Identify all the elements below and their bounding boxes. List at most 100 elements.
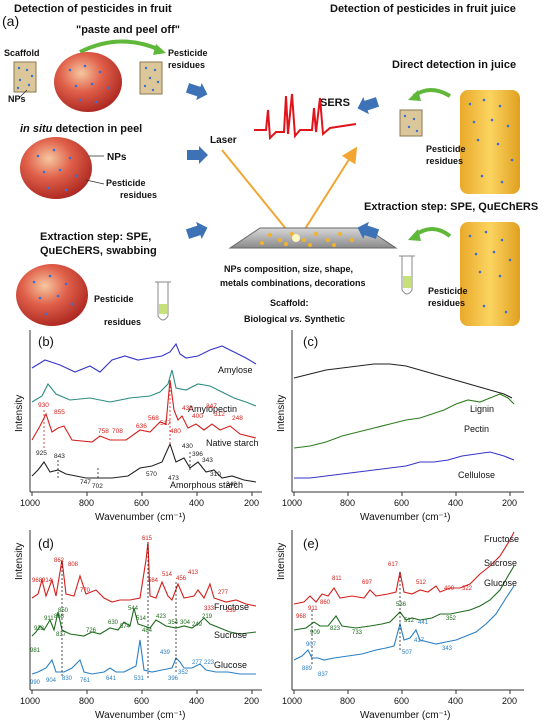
d-peak-914: 914	[42, 578, 53, 584]
laser-label: Laser	[210, 135, 237, 146]
extraction-left-2: QuEChERS, swabbing	[40, 245, 157, 257]
panel-b-xtick-800: 800	[79, 498, 94, 508]
d-peak-968: 968	[32, 578, 43, 584]
panel-e-ticks	[293, 690, 511, 694]
d-peak-761: 761	[80, 678, 91, 684]
juice-bottle-1	[460, 90, 520, 194]
residues-label-5: residues	[428, 298, 465, 308]
e-peak-968: 968	[296, 614, 307, 620]
fructose-curve-d	[31, 541, 257, 607]
panel-a: (a) Detection of pesticides in fruit Det…	[2, 3, 538, 327]
pesticide-label-5: Pesticide	[428, 286, 468, 296]
d-peak-990: 990	[30, 680, 41, 686]
scaffold-right-dots	[403, 114, 419, 133]
e-peak-512: 512	[416, 580, 427, 586]
green-arrowhead-1	[153, 44, 166, 55]
peeled-dots	[143, 66, 160, 92]
e-peak-512b: 512	[404, 618, 415, 624]
d-peak-239: 239	[226, 608, 237, 614]
amylopectin-label: Amylopectin	[188, 404, 237, 414]
pesticide-pointer-2	[85, 179, 105, 185]
d-peak-868: 868	[54, 614, 65, 620]
panel-e-peaks-glucose: 907 889 837 507 441 417 343	[302, 620, 453, 678]
peak-312: 312	[214, 411, 225, 418]
d-peak-531: 531	[134, 676, 145, 682]
apple-2	[20, 137, 92, 199]
panel-b-dashes	[43, 382, 191, 480]
lignin-label: Lignin	[470, 404, 494, 414]
e-peak-441: 441	[418, 620, 429, 626]
green-curved-arrow-1	[79, 39, 161, 54]
panel-c-xlabel: Wavenumber (cm⁻¹)	[360, 512, 450, 523]
sers-label: SERS	[320, 97, 350, 109]
d-peak-249: 249	[192, 622, 203, 628]
panel-d-xlabel: Wavenumber (cm⁻¹)	[95, 710, 185, 721]
panel-c: (c) 1000 800 600 400 200 Wavenumber (cm⁻…	[276, 330, 524, 523]
sucrose-label-e: Sucrose	[484, 558, 517, 568]
panel-e-ylabel: Intensity	[276, 543, 287, 580]
e-peak-889: 889	[302, 666, 313, 672]
e-peak-343: 343	[442, 646, 453, 652]
scaffold-title: Scaffold:	[270, 298, 309, 308]
panel-b-peak-labels-native: 930 855 758 708 636 568 517 480 430 400 …	[38, 402, 243, 435]
fructose-curve-e	[293, 531, 515, 605]
pesticide-label-3: Pesticide	[94, 294, 134, 304]
nps-label-left: NPs	[8, 94, 26, 104]
d-peak-544: 544	[128, 606, 139, 612]
e-peak-860: 860	[320, 600, 331, 606]
cellulose-label: Cellulose	[458, 470, 495, 480]
in-situ-label: in situ detection in peel	[20, 123, 142, 135]
sers-spectrum	[254, 93, 357, 141]
paste-peel-text: "paste and peel off"	[76, 24, 180, 36]
panel-d-peaks-fructose: 968 914 862 808 770 615 584 514 456 413 …	[32, 536, 237, 614]
tube-left	[155, 281, 171, 321]
apple-3-dots	[32, 274, 74, 316]
scaffold-square-right	[399, 109, 423, 137]
panel-c-xtick-600: 600	[394, 498, 409, 508]
d-peak-808: 808	[68, 562, 79, 568]
e-peak-417: 417	[414, 638, 425, 644]
panel-d-dashes	[61, 544, 177, 680]
panel-e-xtick-600: 600	[394, 696, 409, 706]
d-peak-574: 574	[120, 624, 131, 630]
peak-430: 430	[182, 405, 193, 412]
d-peak-484: 484	[142, 628, 153, 634]
e-peak-400: 400	[444, 586, 455, 592]
panel-d-label: (d)	[38, 536, 54, 551]
panel-c-xtick-1000: 1000	[282, 498, 302, 508]
d-peak-333: 333	[204, 606, 215, 612]
scatter-beam	[297, 146, 358, 241]
d-peak-630: 630	[108, 620, 119, 626]
apple-2-dots	[36, 148, 78, 192]
panel-e-xtick-1000: 1000	[282, 696, 302, 706]
juice-header: Detection of pesticides in fruit juice	[330, 3, 516, 15]
panel-d-xtick-600: 600	[134, 696, 149, 706]
d-peak-439: 439	[160, 650, 171, 656]
green-arrowhead-3	[408, 229, 421, 241]
panel-d: (d) 1000 800 600 400 200 Wavenumber (cm⁻…	[14, 530, 262, 721]
panel-e-xtick-800: 800	[340, 696, 355, 706]
panel-c-xtick-800: 800	[340, 498, 355, 508]
peak-517: 517	[160, 420, 171, 427]
np-desc-2: metals combinations, decorations	[220, 278, 366, 288]
e-peak-507: 507	[402, 650, 413, 656]
d-peak-514: 514	[162, 572, 173, 578]
blue-arrow-1	[185, 83, 208, 101]
green-curved-arrow-2	[412, 88, 452, 98]
e-peak-697: 697	[362, 580, 373, 586]
residues-label-1: residues	[168, 60, 205, 70]
panel-d-xtick-400: 400	[189, 696, 204, 706]
panel-e-label: (e)	[303, 536, 319, 551]
d-peak-726: 726	[86, 628, 97, 634]
d-peak-514b: 514	[136, 616, 147, 622]
amylose-curve	[31, 342, 257, 373]
d-peak-277b: 277	[192, 660, 203, 666]
vs-text: vs.	[290, 314, 303, 324]
peak-758: 758	[98, 428, 109, 435]
pectin-curve	[293, 393, 515, 449]
fructose-label-d: Fructose	[214, 602, 249, 612]
panel-e-peaks-sucrose: 909 823 733 536 512 352	[310, 602, 457, 636]
panel-c-label: (c)	[303, 334, 318, 349]
cellulose-curve	[294, 451, 515, 479]
peak-430b: 430	[182, 443, 193, 450]
